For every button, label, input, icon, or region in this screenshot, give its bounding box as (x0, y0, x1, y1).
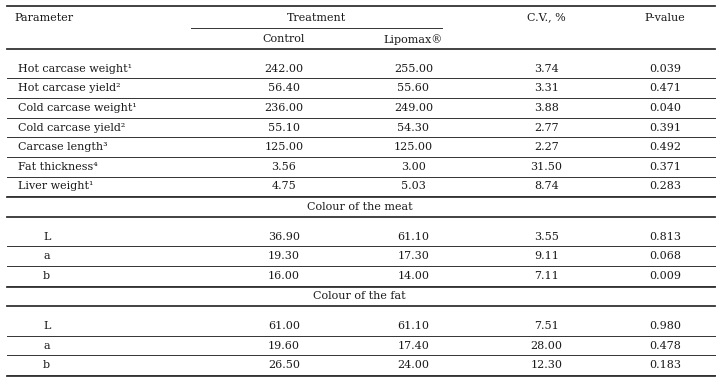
Text: 36.90: 36.90 (268, 232, 300, 242)
Text: 236.00: 236.00 (265, 103, 303, 113)
Text: 9.11: 9.11 (534, 251, 559, 261)
Text: Lipomax®: Lipomax® (384, 34, 443, 44)
Text: 0.068: 0.068 (649, 251, 681, 261)
Text: Hot carcase yield²: Hot carcase yield² (18, 83, 121, 93)
Text: 17.30: 17.30 (398, 251, 429, 261)
Text: 12.30: 12.30 (531, 360, 562, 370)
Text: Colour of the fat: Colour of the fat (313, 291, 406, 301)
Text: 4.75: 4.75 (272, 182, 296, 192)
Text: 19.30: 19.30 (268, 251, 300, 261)
Text: 19.60: 19.60 (268, 340, 300, 350)
Text: Parameter: Parameter (14, 13, 73, 23)
Text: 3.31: 3.31 (534, 83, 559, 93)
Text: Colour of the meat: Colour of the meat (307, 202, 412, 212)
Text: Carcase length³: Carcase length³ (18, 142, 108, 152)
Text: 61.10: 61.10 (398, 321, 429, 331)
Text: 0.039: 0.039 (649, 64, 681, 74)
Text: 61.00: 61.00 (268, 321, 300, 331)
Text: 26.50: 26.50 (268, 360, 300, 370)
Text: P-value: P-value (645, 13, 685, 23)
Text: 54.30: 54.30 (398, 123, 429, 133)
Text: 61.10: 61.10 (398, 232, 429, 242)
Text: a: a (43, 340, 50, 350)
Text: a: a (43, 251, 50, 261)
Text: 242.00: 242.00 (265, 64, 303, 74)
Text: 2.77: 2.77 (534, 123, 559, 133)
Text: L: L (43, 232, 50, 242)
Text: b: b (43, 360, 50, 370)
Text: 249.00: 249.00 (394, 103, 433, 113)
Text: 0.009: 0.009 (649, 271, 681, 281)
Text: b: b (43, 271, 50, 281)
Text: 17.40: 17.40 (398, 340, 429, 350)
Text: 3.74: 3.74 (534, 64, 559, 74)
Text: Control: Control (263, 34, 305, 44)
Text: Cold carcase weight¹: Cold carcase weight¹ (18, 103, 137, 113)
Text: Cold carcase yield²: Cold carcase yield² (18, 123, 125, 133)
Text: 3.00: 3.00 (401, 162, 426, 172)
Text: 55.60: 55.60 (398, 83, 429, 93)
Text: 125.00: 125.00 (394, 142, 433, 152)
Text: 0.980: 0.980 (649, 321, 681, 331)
Text: 255.00: 255.00 (394, 64, 433, 74)
Text: 0.040: 0.040 (649, 103, 681, 113)
Text: 3.88: 3.88 (534, 103, 559, 113)
Text: 56.40: 56.40 (268, 83, 300, 93)
Text: 24.00: 24.00 (398, 360, 429, 370)
Text: 7.51: 7.51 (534, 321, 559, 331)
Text: 5.03: 5.03 (401, 182, 426, 192)
Text: Hot carcase weight¹: Hot carcase weight¹ (18, 64, 132, 74)
Text: 7.11: 7.11 (534, 271, 559, 281)
Text: L: L (43, 321, 50, 331)
Text: 31.50: 31.50 (531, 162, 562, 172)
Text: 0.478: 0.478 (649, 340, 681, 350)
Text: 0.283: 0.283 (649, 182, 681, 192)
Text: 55.10: 55.10 (268, 123, 300, 133)
Text: 16.00: 16.00 (268, 271, 300, 281)
Text: 0.471: 0.471 (649, 83, 681, 93)
Text: 0.371: 0.371 (649, 162, 681, 172)
Text: 3.56: 3.56 (272, 162, 296, 172)
Text: 0.492: 0.492 (649, 142, 681, 152)
Text: 2.27: 2.27 (534, 142, 559, 152)
Text: C.V., %: C.V., % (527, 13, 566, 23)
Text: Fat thickness⁴: Fat thickness⁴ (18, 162, 98, 172)
Text: Treatment: Treatment (287, 13, 346, 23)
Text: 125.00: 125.00 (265, 142, 303, 152)
Text: 28.00: 28.00 (531, 340, 562, 350)
Text: 0.183: 0.183 (649, 360, 681, 370)
Text: 0.813: 0.813 (649, 232, 681, 242)
Text: 3.55: 3.55 (534, 232, 559, 242)
Text: 8.74: 8.74 (534, 182, 559, 192)
Text: 0.391: 0.391 (649, 123, 681, 133)
Text: Liver weight¹: Liver weight¹ (18, 182, 93, 192)
Text: 14.00: 14.00 (398, 271, 429, 281)
